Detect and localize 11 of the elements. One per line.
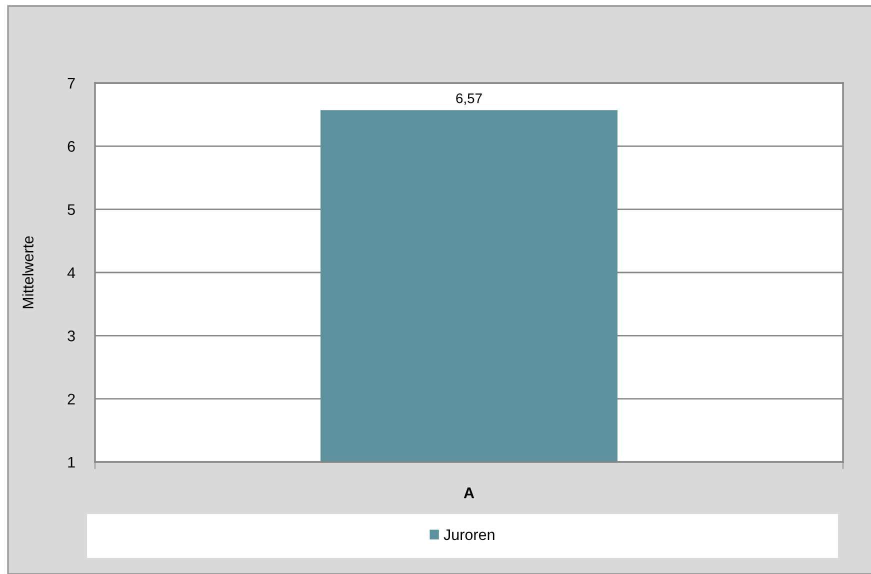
y-tick-label: 6 — [68, 141, 75, 152]
legend-label: Juroren — [444, 529, 494, 540]
y-tick-label: 5 — [68, 204, 75, 216]
y-tick-label: 4 — [67, 268, 76, 278]
y-tick-label: 2 — [68, 394, 75, 404]
y-tick-label: 3 — [68, 330, 75, 342]
y-axis-title: Mittelwerte — [22, 236, 34, 308]
y-tick-label: 1 — [68, 457, 75, 468]
y-tick-label: 7 — [68, 78, 75, 89]
x-tick-label: A — [464, 488, 474, 498]
data-label: 6,57 — [456, 93, 482, 105]
